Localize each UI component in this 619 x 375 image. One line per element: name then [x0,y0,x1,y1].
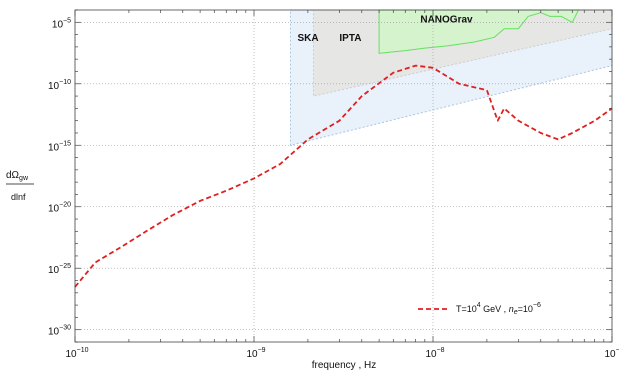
region-label-ska: SKA [298,33,319,44]
region-label-nanograv: NANOGrav [420,14,473,25]
y-tick-labels: 10−5 10−10 10−15 10−20 10−25 10−30 [48,17,71,337]
data-series [74,64,613,288]
y-tick-label: 10−10 [48,79,71,92]
y-tick-label: 10−5 [52,17,71,30]
x-axis-title: frequency , Hz [312,360,376,371]
plot-frame [74,9,613,343]
x-tick-label: 10−9 [246,347,265,360]
x-tick-label: 10−8 [425,347,444,360]
region-labels: SKA IPTA NANOGrav [298,14,474,44]
legend-label: T=104 GeV , ne=10−6 [456,302,541,316]
y-tick-label: 10−25 [48,263,71,276]
x-tick-labels: 10−10 10−9 10−8 10−7 [66,347,619,360]
axes [74,9,613,343]
x-tick-label: 10−7 [604,347,619,360]
region-label-ipta: IPTA [339,33,361,44]
legend: T=104 GeV , ne=10−6 [418,302,541,316]
x-tick-label: 10−10 [66,347,89,360]
y-axis-title-denominator: dlnf [11,192,26,202]
y-tick-label: 10−20 [48,202,71,215]
y-tick-label: 10−30 [48,325,71,338]
y-tick-label: 10−15 [48,140,71,153]
region-nanograv [378,9,580,54]
series-line [74,64,613,288]
